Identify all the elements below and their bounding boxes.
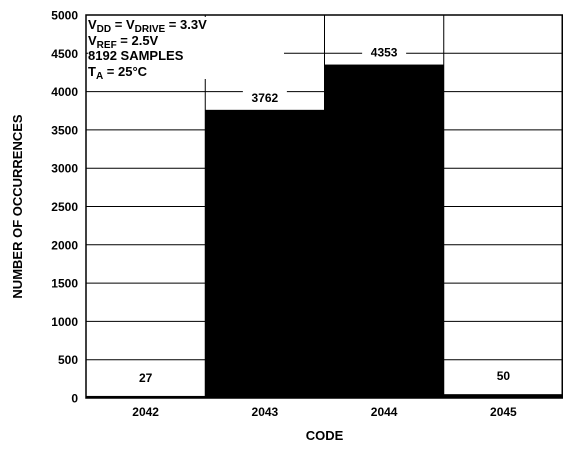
annotation-text: 8192 SAMPLES — [88, 48, 184, 63]
x-tick-label: 2045 — [490, 405, 517, 419]
plot-frame — [85, 14, 563, 399]
data-label: 4353 — [371, 46, 398, 60]
data-label: 3762 — [252, 91, 279, 105]
y-tick-label: 1500 — [51, 277, 78, 291]
x-tick-label: 2044 — [371, 405, 398, 419]
annotation-line: VREF = 2.5V — [88, 32, 284, 51]
y-tick-label: 3500 — [51, 123, 78, 137]
annotation-subscript: DD — [96, 24, 112, 35]
annotation-subscript: DRIVE — [134, 24, 166, 35]
bar-layer — [86, 64, 563, 398]
x-axis-label: CODE — [306, 428, 344, 443]
x-tick-label: 2043 — [252, 405, 279, 419]
y-tick-label: 4500 — [51, 47, 78, 61]
y-tick-label: 5000 — [51, 9, 78, 23]
test-conditions-annotation: VDD = VDRIVE = 3.3V VREF = 2.5V 8192 SAMPL… — [88, 17, 284, 82]
annotation-subscript: REF — [96, 39, 117, 51]
bar-2044 — [324, 64, 444, 398]
y-axis-label: NUMBER OF OCCURRENCES — [10, 114, 25, 299]
x-tick-label: 2042 — [132, 405, 159, 419]
annotation-line: TA = 25°C — [88, 63, 284, 82]
bar-2043 — [205, 109, 325, 398]
data-label-bg — [481, 367, 526, 384]
annotation-line: VDD = VDRIVE = 3.3V — [88, 17, 284, 35]
annotation-text: = 3.3V — [165, 17, 207, 32]
bar-2045 — [443, 394, 563, 398]
y-tick-label: 4000 — [51, 85, 78, 99]
annotation-subscript: A — [95, 70, 104, 82]
data-label-bg — [123, 368, 168, 385]
y-tick-label: 2500 — [51, 200, 78, 214]
data-label-bg — [362, 44, 407, 61]
annotation-text: V — [88, 17, 97, 32]
y-tick-label: 0 — [71, 392, 78, 406]
y-tick-label: 2000 — [51, 238, 78, 252]
data-label: 27 — [139, 371, 153, 385]
annotation-line: 8192 SAMPLES — [88, 48, 284, 64]
annotation-text: = V — [111, 17, 135, 32]
annotation-text: = 25°C — [103, 63, 148, 79]
bar-2042 — [86, 395, 206, 398]
y-tick-label: 500 — [58, 353, 78, 367]
y-tick-label: 3000 — [51, 162, 78, 176]
y-tick-label: 1000 — [51, 315, 78, 329]
annotation-text: V — [88, 32, 97, 48]
annotation-text: = 2.5V — [116, 32, 159, 48]
data-label-layer: 27 3762 4353 50 — [123, 44, 526, 385]
data-label: 50 — [497, 369, 511, 383]
data-label-bg — [242, 89, 287, 106]
annotation-text: T — [88, 63, 96, 79]
tick-layer: 0 500 1000 1500 2000 2500 3000 3500 4000 4500 5000… — [51, 9, 517, 420]
